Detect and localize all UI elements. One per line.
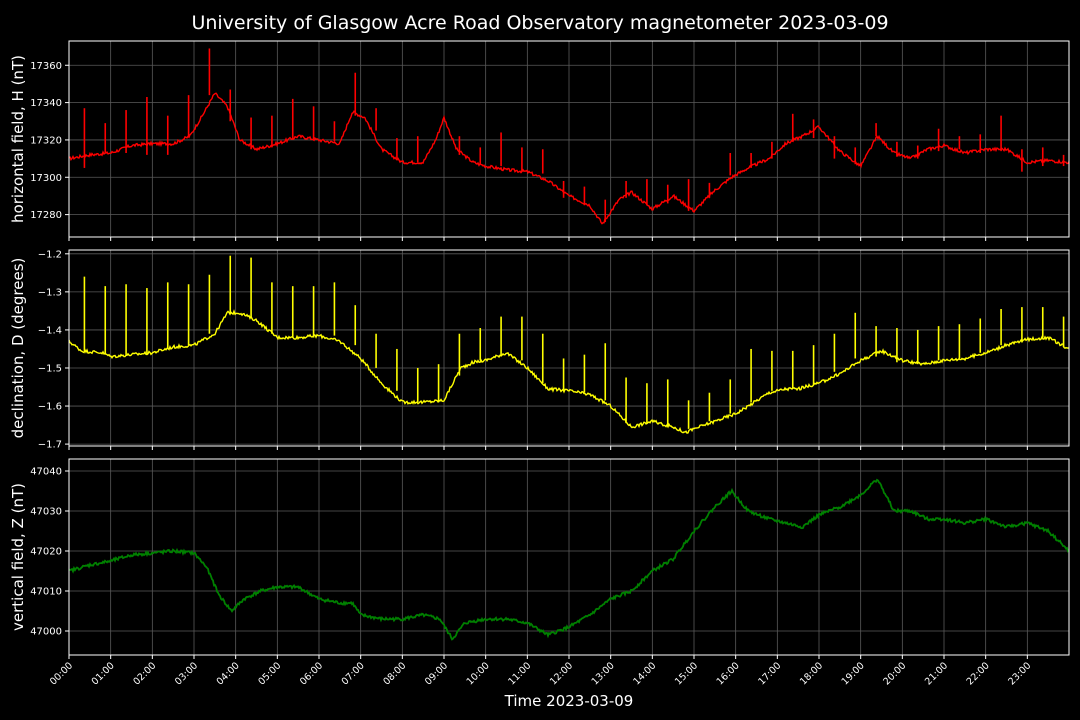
panel-2: −1.7 −1.6 −1.5 −1.4 −1.3 −1.2 declination, D (… (9, 249, 1070, 451)
y-tick-label: −1.5 (38, 363, 62, 374)
y-tick-label: 17340 (30, 98, 62, 109)
y-tick-label: 17320 (30, 135, 62, 146)
x-axis-label: Time 2023-03-09 (504, 692, 634, 710)
y-axis-label: declination, D (degrees) (9, 258, 27, 439)
series-line (68, 309, 1070, 434)
y-tick-label: 47020 (30, 547, 62, 558)
y-tick-label: −1.7 (38, 440, 62, 451)
y-tick-label: 47030 (30, 507, 62, 518)
y-tick-label: 47040 (30, 467, 62, 478)
y-tick-label: 17300 (30, 173, 62, 184)
y-axis-label: vertical field, Z (nT) (9, 483, 27, 631)
series-line (68, 92, 1070, 225)
y-axis-label: horizontal field, H (nT) (9, 55, 27, 223)
y-tick-label: −1.6 (38, 402, 62, 413)
y-tick-label: 47010 (30, 587, 62, 598)
y-tick-label: −1.2 (38, 249, 62, 260)
figure-title: University of Glasgow Acre Road Observat… (191, 12, 888, 34)
y-tick-label: −1.3 (38, 287, 62, 298)
y-tick-label: 17280 (30, 210, 62, 221)
y-tick-label: 17360 (30, 61, 62, 72)
y-tick-label: −1.4 (38, 325, 62, 336)
series-line (68, 478, 1070, 641)
y-tick-label: 47000 (30, 627, 62, 638)
